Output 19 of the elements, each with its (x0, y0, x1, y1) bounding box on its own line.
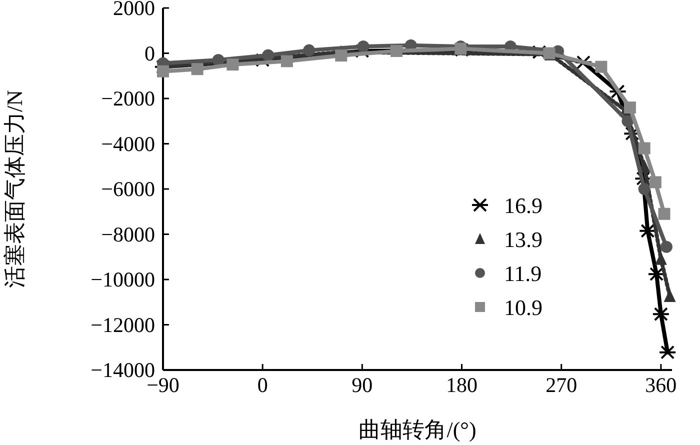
legend-label: 13.9 (504, 227, 542, 252)
y-axis-title: 活塞表面气体压力/N (2, 90, 27, 288)
y-tick-label: −6000 (101, 177, 155, 201)
x-tick-label: 90 (352, 373, 373, 397)
x-axis-title: 曲轴转角/(°) (358, 417, 476, 442)
y-tick-label: 0 (144, 41, 155, 66)
y-tick-label: 2000 (113, 0, 155, 20)
y-tick-label: −10000 (90, 268, 155, 292)
x-tick-label: 270 (546, 373, 578, 397)
x-tick-label: 180 (446, 373, 478, 397)
legend-label: 11.9 (504, 261, 542, 286)
y-tick-label: −4000 (101, 132, 155, 156)
y-tick-label: −2000 (101, 86, 155, 110)
y-tick-label: −12000 (90, 312, 155, 337)
x-tick-label: 360 (645, 373, 677, 397)
x-tick-label: 0 (257, 373, 268, 397)
y-tick-label: −8000 (101, 222, 155, 246)
legend-label: 10.9 (504, 295, 542, 320)
legend-label: 16.9 (504, 193, 542, 218)
